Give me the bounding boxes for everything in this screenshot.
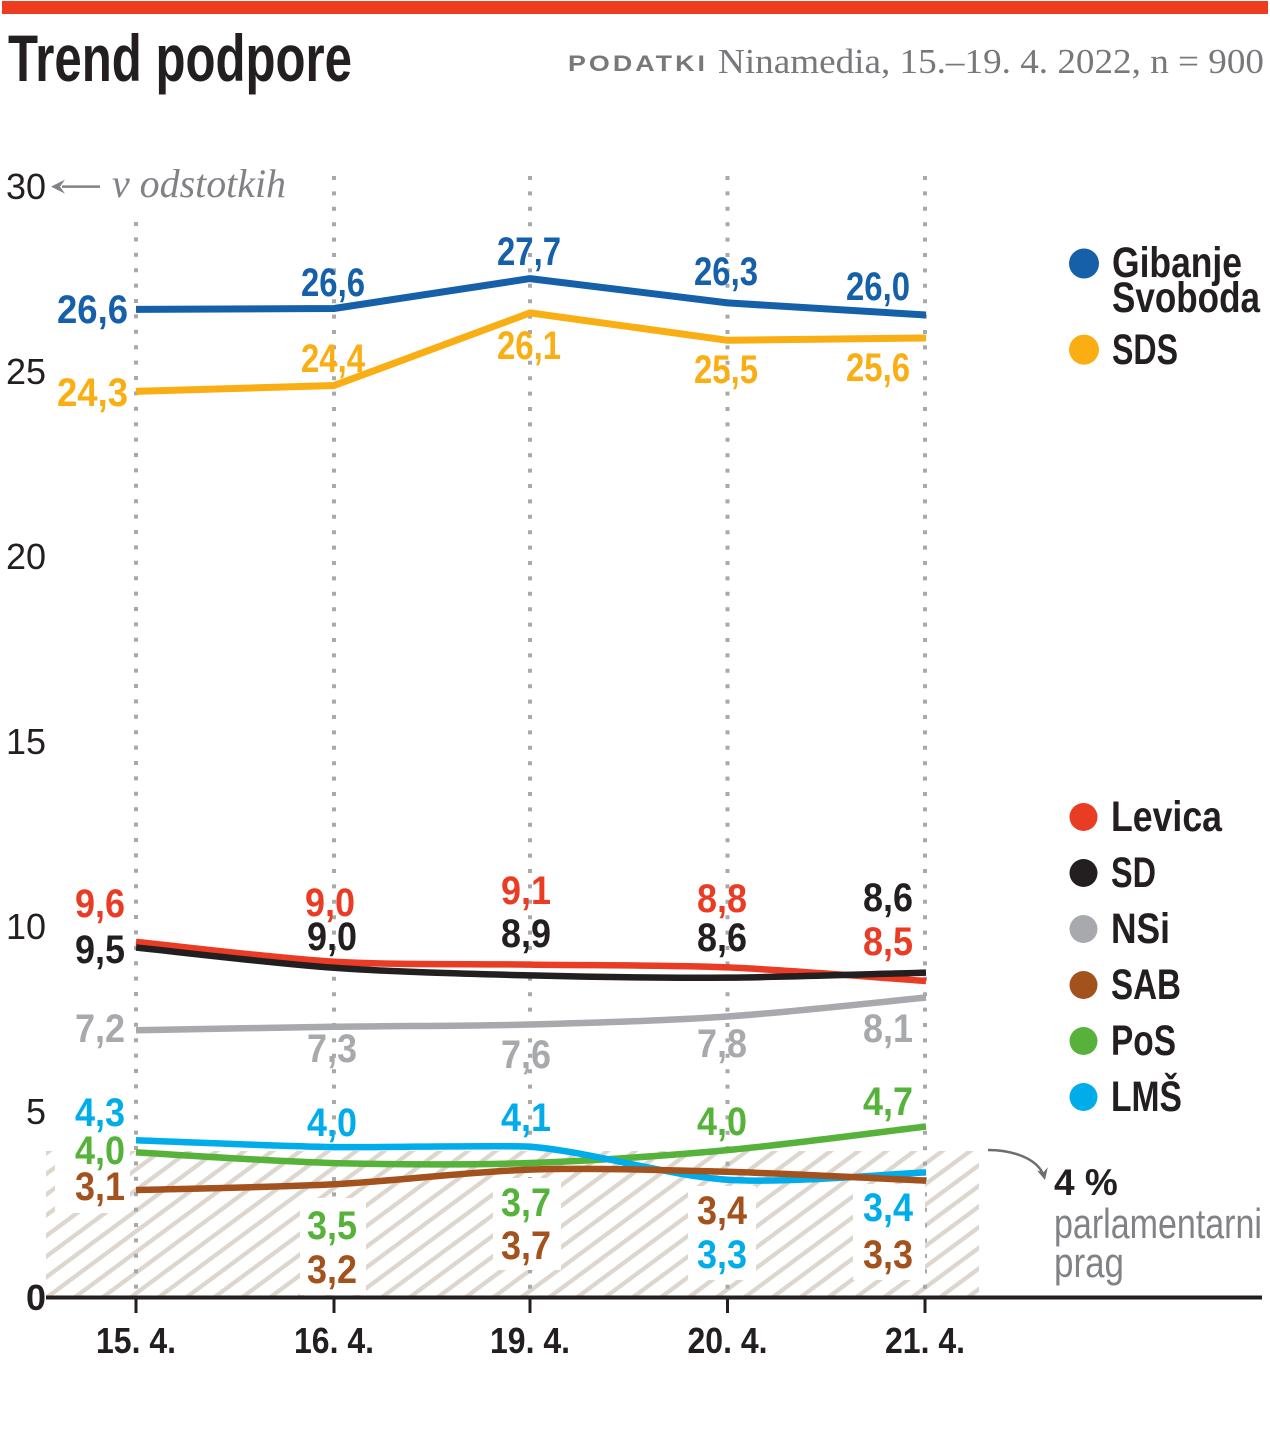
svg-text:8,6: 8,6 <box>697 916 747 960</box>
svg-text:25: 25 <box>6 351 46 392</box>
svg-text:9,0: 9,0 <box>305 881 355 925</box>
svg-text:4 %: 4 % <box>1054 1162 1118 1203</box>
svg-text:24,4: 24,4 <box>301 337 366 381</box>
svg-text:26,1: 26,1 <box>497 324 561 368</box>
svg-text:3,2: 3,2 <box>307 1248 357 1292</box>
svg-text:7,6: 7,6 <box>501 1033 551 1077</box>
svg-text:8,1: 8,1 <box>863 1007 913 1051</box>
svg-text:7,2: 7,2 <box>75 1007 125 1051</box>
svg-text:prag: prag <box>1054 1239 1124 1286</box>
svg-text:4,1: 4,1 <box>501 1096 551 1140</box>
svg-text:LMŠ: LMŠ <box>1111 1072 1182 1121</box>
svg-text:26,0: 26,0 <box>846 265 910 309</box>
svg-text:4,0: 4,0 <box>75 1129 125 1173</box>
svg-text:Ninamedia, 15.–19. 4. 2022, n: Ninamedia, 15.–19. 4. 2022, n = 900 <box>718 42 1264 81</box>
svg-text:9,5: 9,5 <box>75 928 125 972</box>
svg-text:25,5: 25,5 <box>694 348 758 392</box>
svg-text:7,3: 7,3 <box>307 1027 357 1071</box>
svg-text:26,3: 26,3 <box>694 250 758 294</box>
svg-text:26,6: 26,6 <box>57 288 128 332</box>
svg-text:30: 30 <box>6 166 46 207</box>
svg-text:Trend podpore: Trend podpore <box>8 21 352 95</box>
svg-text:25,6: 25,6 <box>846 346 910 390</box>
svg-text:3,3: 3,3 <box>863 1233 913 1277</box>
svg-text:8,6: 8,6 <box>863 876 913 920</box>
svg-text:8,5: 8,5 <box>863 920 913 964</box>
svg-text:SD: SD <box>1111 849 1156 897</box>
svg-text:SDS: SDS <box>1112 326 1178 374</box>
svg-text:5: 5 <box>26 1091 46 1132</box>
svg-text:0: 0 <box>26 1277 46 1318</box>
svg-text:Levica: Levica <box>1111 793 1223 841</box>
svg-text:16. 4.: 16. 4. <box>294 1320 374 1361</box>
svg-text:v odstotkih: v odstotkih <box>112 161 286 206</box>
svg-text:27,7: 27,7 <box>497 230 561 274</box>
svg-text:9,6: 9,6 <box>75 882 125 926</box>
svg-text:20: 20 <box>6 536 46 577</box>
svg-text:4,0: 4,0 <box>307 1101 357 1145</box>
svg-text:4,3: 4,3 <box>75 1091 125 1135</box>
svg-text:SAB: SAB <box>1111 961 1181 1009</box>
svg-text:3,3: 3,3 <box>697 1233 747 1277</box>
svg-text:NSi: NSi <box>1111 905 1170 953</box>
svg-text:9,0: 9,0 <box>307 915 357 959</box>
svg-text:3,7: 3,7 <box>501 1181 551 1225</box>
svg-text:7,8: 7,8 <box>697 1022 747 1066</box>
svg-text:parlamentarni: parlamentarni <box>1054 1200 1262 1247</box>
svg-text:15: 15 <box>6 721 46 762</box>
svg-text:9,1: 9,1 <box>501 869 551 913</box>
svg-text:3,5: 3,5 <box>307 1204 357 1248</box>
svg-text:24,3: 24,3 <box>57 371 128 415</box>
svg-text:3,4: 3,4 <box>863 1186 914 1230</box>
svg-text:Svoboda: Svoboda <box>1112 274 1261 322</box>
svg-text:3,7: 3,7 <box>501 1224 551 1268</box>
svg-text:3,1: 3,1 <box>75 1165 125 1209</box>
svg-text:Gibanje: Gibanje <box>1112 239 1242 287</box>
svg-text:4,0: 4,0 <box>697 1100 747 1144</box>
svg-text:15. 4.: 15. 4. <box>96 1320 176 1361</box>
svg-text:20. 4.: 20. 4. <box>688 1320 768 1361</box>
svg-text:PoS: PoS <box>1111 1017 1176 1065</box>
svg-text:26,6: 26,6 <box>301 261 365 305</box>
svg-text:8,8: 8,8 <box>697 877 747 921</box>
svg-text:21. 4.: 21. 4. <box>885 1320 965 1361</box>
svg-text:4,7: 4,7 <box>863 1080 913 1124</box>
svg-text:19. 4.: 19. 4. <box>490 1320 570 1361</box>
svg-text:3,4: 3,4 <box>697 1189 748 1233</box>
svg-text:10: 10 <box>6 906 46 947</box>
svg-text:PODATKI: PODATKI <box>568 51 708 76</box>
svg-text:8,9: 8,9 <box>501 912 551 956</box>
